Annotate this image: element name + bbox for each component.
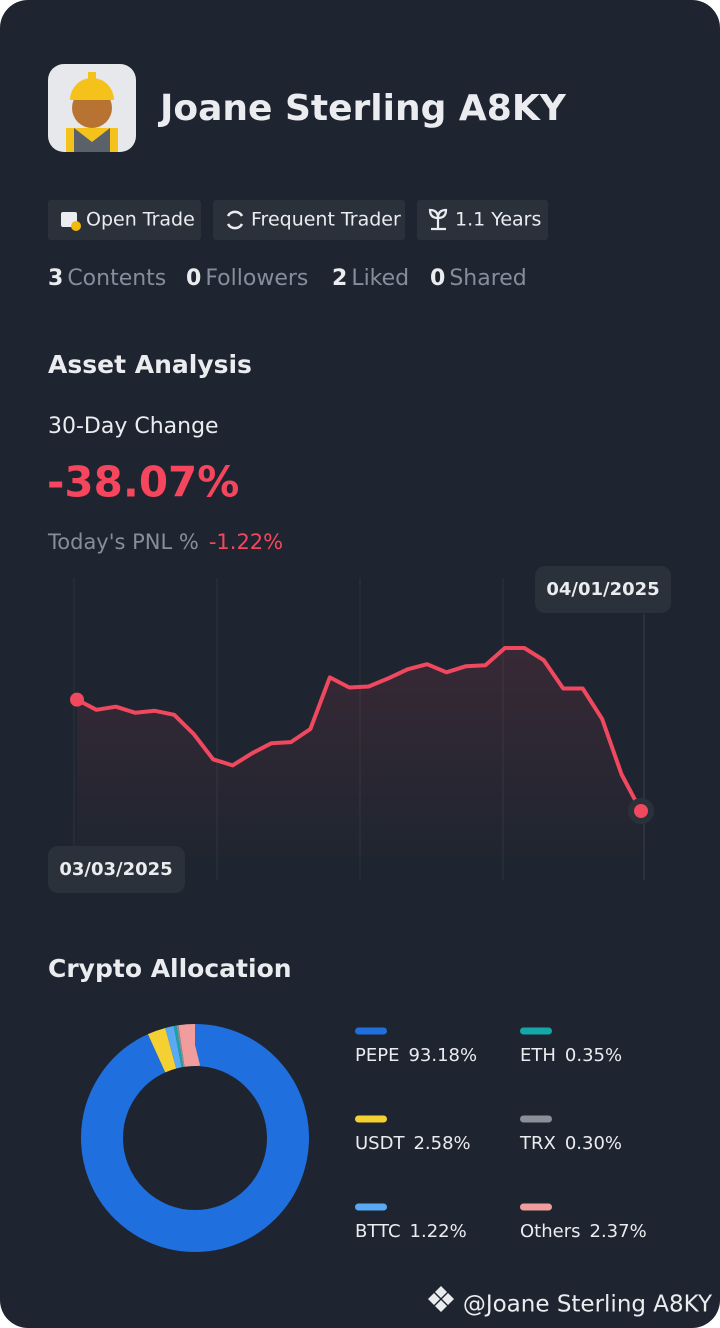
avatar xyxy=(48,64,136,152)
change-label: 30-Day Change xyxy=(48,414,219,439)
stat-count: 0 xyxy=(430,266,445,291)
legend-name: USDT xyxy=(355,1133,405,1154)
stat-label: Contents xyxy=(67,266,166,291)
stat-count: 0 xyxy=(186,266,201,291)
legend-name: TRX xyxy=(519,1133,556,1154)
legend-value: 93.18% xyxy=(408,1045,477,1066)
watermark: @Joane Sterling A8KY xyxy=(428,1286,713,1318)
donut-segment xyxy=(81,1024,309,1252)
area xyxy=(77,648,641,860)
tooltip xyxy=(535,566,671,613)
legend-swatch xyxy=(355,1203,387,1211)
legend: PEPE 93.18% USDT 2.58% BTTC 1.22% ETH 0.35% TRX 0… xyxy=(355,1027,647,1242)
user-name: Joane Sterling A8KY xyxy=(157,88,567,129)
legend-entry: BTTC 1.22% xyxy=(355,1221,467,1242)
badge-text: Open Trade xyxy=(86,209,195,231)
legend-swatch xyxy=(355,1115,387,1123)
stat: 3 Contents xyxy=(48,266,166,291)
line-chart xyxy=(70,578,654,880)
end-date: 04/01/2025 xyxy=(546,579,659,600)
legend-value: 1.22% xyxy=(410,1221,467,1242)
pnl-value: -1.22% xyxy=(209,530,283,554)
stat-count: 2 xyxy=(332,266,347,291)
stat-label: Liked xyxy=(351,266,409,291)
badge-text: Frequent Trader xyxy=(251,209,401,231)
stat-label: Followers xyxy=(205,266,308,291)
legend-entry: Others 2.37% xyxy=(520,1221,647,1242)
stat: 2 Liked xyxy=(332,266,409,291)
badge: 1.1 Years xyxy=(417,200,548,240)
legend-value: 2.37% xyxy=(590,1221,647,1242)
legend-value: 2.58% xyxy=(413,1133,470,1154)
legend-name: PEPE xyxy=(355,1045,399,1066)
legend-entry: TRX 0.30% xyxy=(519,1133,622,1154)
legend-entry: USDT 2.58% xyxy=(355,1133,471,1154)
change-value: -38.07% xyxy=(47,458,239,507)
legend-value: 0.35% xyxy=(565,1045,622,1066)
legend-entry: PEPE 93.18% xyxy=(355,1045,477,1066)
stat: 0 Shared xyxy=(430,266,527,291)
tooltip xyxy=(48,846,185,893)
legend-name: Others xyxy=(520,1221,581,1242)
stats: 3 Contents 0 Followers 2 Liked 0 Shared xyxy=(48,266,527,291)
start-point xyxy=(70,692,84,707)
legend-swatch xyxy=(520,1027,552,1035)
legend-name: ETH xyxy=(520,1045,556,1066)
legend-name: BTTC xyxy=(355,1221,401,1242)
legend-value: 0.30% xyxy=(565,1133,622,1154)
legend-entry: ETH 0.35% xyxy=(520,1045,622,1066)
badge: Frequent Trader xyxy=(213,200,405,240)
stat-count: 3 xyxy=(48,266,63,291)
stat: 0 Followers xyxy=(186,266,308,291)
badge-text: 1.1 Years xyxy=(455,209,541,231)
end-point xyxy=(628,798,654,824)
section-title: Asset Analysis xyxy=(48,350,252,379)
donut-chart xyxy=(81,1024,309,1252)
section-title: Crypto Allocation xyxy=(48,954,292,983)
pnl-label: Today's PNL % -1.22% xyxy=(47,530,283,554)
legend-swatch xyxy=(520,1203,552,1211)
watermark-text: @Joane Sterling A8KY xyxy=(463,1292,713,1318)
start-date: 03/03/2025 xyxy=(59,859,172,880)
stat-label: Shared xyxy=(449,266,526,291)
line xyxy=(75,646,643,813)
legend-swatch xyxy=(520,1115,552,1123)
legend-swatch xyxy=(355,1027,387,1035)
pnl-label-text: Today's PNL % xyxy=(47,530,199,554)
badge: Open Trade xyxy=(48,200,201,240)
